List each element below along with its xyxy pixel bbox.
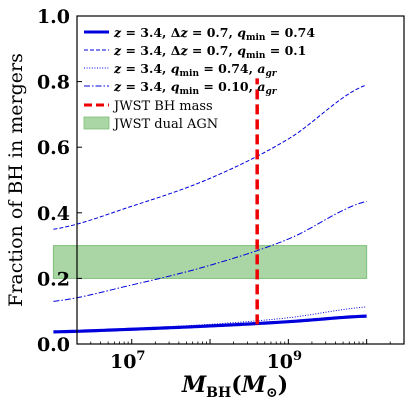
legend-entry-qmin01: z = 3.4, Δz = 0.7, qmin = 0.1 [84, 43, 306, 61]
series-layer [53, 84, 367, 334]
legend-label-qmin074: z = 3.4, Δz = 0.7, qmin = 0.74 [113, 25, 315, 43]
ticks-layer: 0.0 0.2 0.4 0.6 0.8 1.0 107 109 [37, 6, 405, 373]
dual-agn-band [52, 245, 368, 279]
y-axis-label: Fraction of BH in mergers [5, 53, 27, 307]
legend-label-jwst-mass: JWST BH mass [112, 99, 213, 114]
legend: z = 3.4, Δz = 0.7, qmin = 0.74 z = 3.4, … [83, 25, 315, 132]
y-tick-label: 0.8 [37, 72, 70, 94]
x-tick-label: 107 [110, 349, 146, 373]
legend-entry-jwst-dual: JWST dual AGN [83, 116, 218, 132]
legend-entry-agr010: z = 3.4, qmin = 0.10, agr [84, 79, 278, 97]
dual-agn-band-layer [52, 245, 368, 279]
legend-label-agr010: z = 3.4, qmin = 0.10, agr [113, 79, 278, 97]
legend-label-jwst-dual: JWST dual AGN [112, 117, 218, 132]
legend-entry-agr074: z = 3.4, qmin = 0.74, agr [84, 61, 278, 79]
legend-entry-jwst-mass: JWST BH mass [84, 99, 213, 114]
series-line-1 [53, 314, 367, 334]
y-tick-label: 0.4 [37, 203, 70, 225]
legend-label-qmin01: z = 3.4, Δz = 0.7, qmin = 0.1 [113, 43, 306, 61]
series-line-4 [53, 200, 367, 302]
x-axis-label: MBH(M⊙) [181, 372, 288, 401]
legend-swatch-jwst-dual [83, 116, 110, 130]
y-tick-label: 0.0 [37, 334, 70, 356]
legend-label-agr074: z = 3.4, qmin = 0.74, agr [113, 61, 278, 79]
x-tick-label: 109 [267, 349, 303, 373]
legend-entry-qmin074: z = 3.4, Δz = 0.7, qmin = 0.74 [84, 25, 315, 43]
y-tick-label: 1.0 [37, 6, 70, 28]
series-line-2 [53, 84, 367, 230]
y-tick-label: 0.6 [37, 137, 70, 159]
plot-frame [76, 15, 405, 345]
y-tick-label: 0.2 [37, 268, 70, 290]
series-line-3 [53, 306, 367, 333]
